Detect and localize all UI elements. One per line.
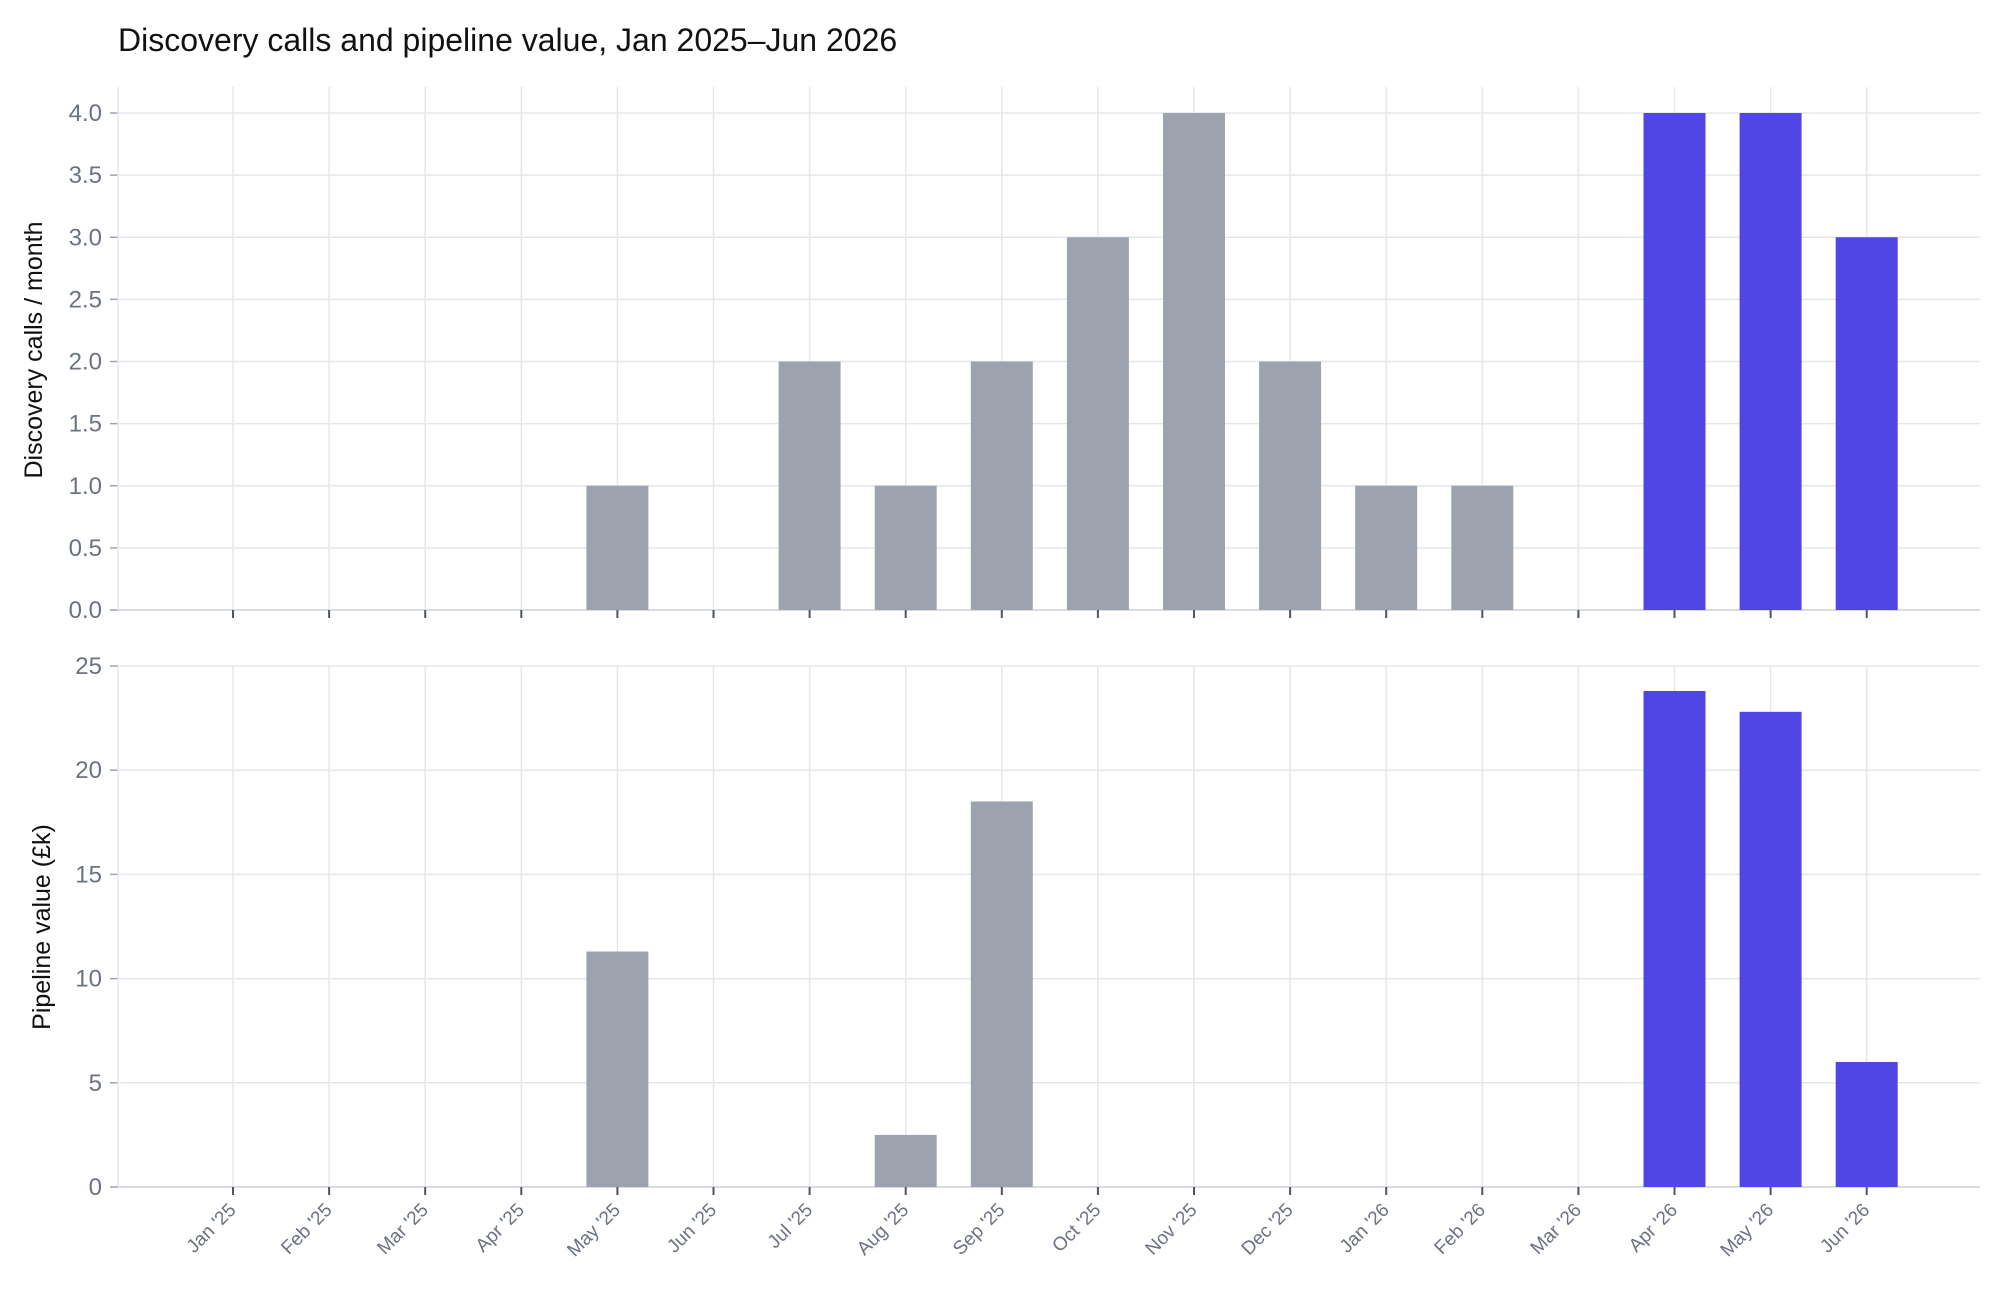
x-tick-label: Apr '26 [1625,1200,1682,1257]
top-y-tick-label: 2.0 [69,349,102,376]
bottom-y-axis-title: Pipeline value (£k) [28,824,56,1030]
top-bar [778,361,841,610]
bottom-y-tick-label: 25 [75,653,102,680]
top-y-axis-title: Discovery calls / month [20,221,48,478]
top-bar [1739,113,1802,610]
x-tick-label: Jan '26 [1336,1200,1394,1258]
bottom-panel: 0 5 10 15 20 25 Jan '25 Feb '25 Mar '25 Apr '25 Ma… [75,653,1980,1261]
x-tick-label: Jan '25 [183,1200,241,1258]
top-y-tick-label: 3.5 [69,162,102,189]
bottom-y-tick-label: 15 [75,861,102,888]
top-y-tick-label: 1.5 [69,411,102,438]
x-tick-label: Jun '26 [1816,1200,1874,1258]
bottom-y-tick-label: 5 [89,1070,102,1097]
top-bar [1643,113,1706,610]
x-tick-label: Jul '25 [764,1200,817,1253]
top-panel: 0.0 0.5 1.0 1.5 2.0 2.5 3.0 3.5 4.0 [69,87,1980,624]
top-bar [1451,485,1514,610]
bottom-y-tick-label: 0 [89,1174,102,1201]
top-y-tick-label: 2.5 [69,286,102,313]
top-bar [970,361,1033,610]
top-y-tick-label: 1.0 [69,473,102,500]
bottom-bar [586,951,649,1187]
top-bar [1355,485,1418,610]
top-y-tick-label: 3.0 [69,224,102,251]
bottom-y-tick-label: 20 [75,757,102,784]
x-tick-label: Mar '25 [374,1200,433,1259]
x-tick-label: Mar '26 [1527,1200,1586,1259]
top-bar [1163,113,1225,610]
x-tick-label: Feb '26 [1431,1200,1490,1259]
x-tick-label: Sep '25 [949,1200,1009,1260]
top-bar [874,485,937,610]
x-tick-label: Nov '25 [1142,1200,1202,1260]
x-tick-label: Feb '25 [277,1200,336,1259]
x-tick-label: Oct '25 [1048,1200,1105,1257]
chart-title: Discovery calls and pipeline value, Jan … [118,22,898,58]
x-tick-label: May '25 [563,1200,624,1261]
bottom-y-tick-label: 10 [75,966,102,993]
x-tick-label: Apr '25 [472,1200,529,1257]
top-bar [1066,237,1129,610]
bottom-bar [1739,711,1802,1187]
top-bar [1835,237,1898,610]
top-y-tick-label: 0.0 [69,597,102,624]
bottom-bar [874,1134,937,1187]
top-y-tick-label: 0.5 [69,535,102,562]
x-tick-label: Dec '25 [1238,1200,1298,1260]
top-bar [1259,361,1322,610]
bottom-bar [1643,691,1706,1187]
x-tick-label: Jun '25 [663,1200,721,1258]
top-bar [586,485,649,610]
bottom-bar [1835,1061,1898,1187]
x-tick-label: May '26 [1717,1200,1778,1261]
top-y-tick-label: 4.0 [69,100,102,127]
bottom-bar [970,801,1033,1187]
x-tick-label: Aug '25 [853,1200,913,1260]
